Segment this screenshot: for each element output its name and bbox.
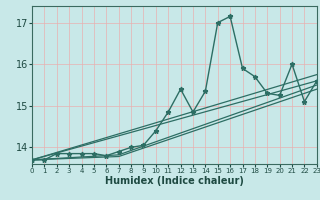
X-axis label: Humidex (Indice chaleur): Humidex (Indice chaleur) xyxy=(105,176,244,186)
